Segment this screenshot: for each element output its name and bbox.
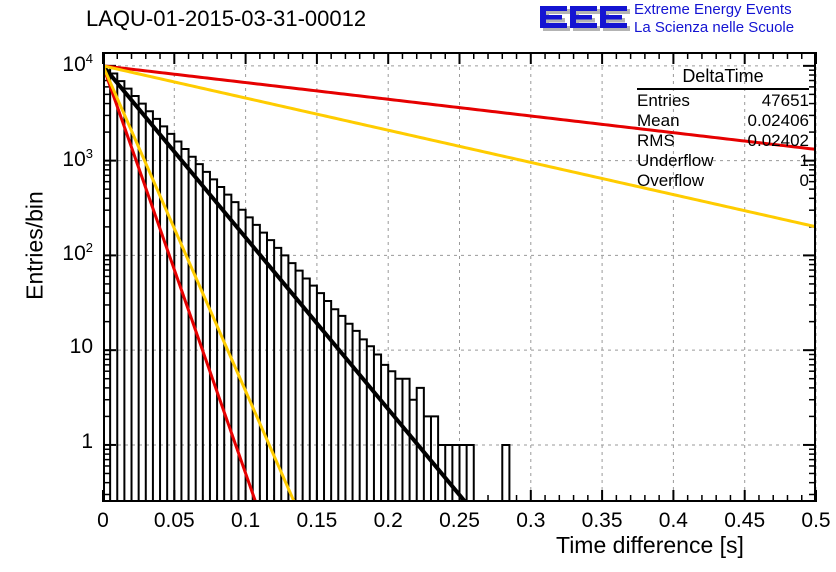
stats-row-value: 1 — [799, 151, 809, 170]
fit-curve-yellow-steep-fit — [104, 64, 296, 501]
y-axis-tick-label: 104 — [62, 50, 93, 76]
fit-curve-red-steep-fit — [104, 64, 257, 501]
stats-row-value: 0 — [799, 171, 809, 190]
x-axis-tick-label: 0 — [97, 509, 109, 532]
x-axis-tick-label: 0.15 — [296, 509, 338, 532]
fit-curve-red-shallow-fit — [104, 64, 815, 151]
x-axis-tick-label: 0.5 — [801, 509, 831, 532]
page-title: LAQU-01-2015-03-31-00012 — [86, 6, 367, 31]
stats-row-label: RMS — [637, 131, 675, 150]
stats-rows: Entries 47651 Mean 0.02406 RMS 0.02402 Underfl… — [637, 91, 809, 191]
y-axis-tick-label: 103 — [62, 145, 93, 171]
stats-row: Mean 0.02406 — [637, 111, 809, 131]
x-axis-tick-label: 0.35 — [581, 509, 623, 532]
y-axis-tick-label: 1 — [81, 429, 93, 453]
stats-row-label: Underflow — [637, 151, 714, 170]
stats-row-label: Overflow — [637, 171, 705, 190]
stats-row: Overflow 0 — [637, 171, 809, 191]
eee-tagline-line1: Extreme Energy Events — [634, 1, 792, 18]
stats-row-label: Entries — [637, 91, 690, 110]
plot-frame — [103, 52, 816, 502]
stats-row-value: 0.02406 — [747, 111, 809, 130]
x-axis-tick-label: 0.4 — [658, 509, 688, 532]
stats-row: Underflow 1 — [637, 151, 809, 171]
stats-box: DeltaTime Entries 47651 Mean 0.02406 RMS 0.02… — [637, 66, 809, 191]
x-axis-tick-label: 0.25 — [439, 509, 480, 532]
x-axis-tick-label: 0.05 — [153, 509, 195, 532]
stats-row-value: 0.02402 — [747, 131, 809, 150]
stats-row: RMS 0.02402 — [637, 131, 809, 151]
eee-tagline-line2: La Scienza nelle Scuole — [634, 19, 795, 36]
eee-logo-text: Extreme Energy Events La Scienza nelle S… — [634, 1, 794, 37]
x-axis-tick-label: 0.3 — [516, 509, 546, 532]
y-axis-tick-label: 10 — [69, 335, 93, 359]
stats-row: Entries 47651 — [637, 91, 809, 111]
stats-title: DeltaTime — [637, 66, 809, 90]
eee-logo-mark — [540, 6, 630, 31]
stats-row-value: 47651 — [761, 91, 809, 110]
fit-curve-main-fit — [104, 64, 468, 501]
y-axis-tick-label: 102 — [62, 240, 93, 266]
eee-logo: Extreme Energy Events La Scienza nelle S… — [538, 1, 834, 39]
x-axis-tick-label: 0.2 — [373, 509, 403, 532]
x-axis-tick-label: 0.1 — [230, 509, 261, 532]
x-axis-title: Time difference [s] — [556, 532, 744, 558]
stats-row-label: Mean — [637, 111, 680, 130]
fit-curve-yellow-shallow-fit — [104, 64, 815, 229]
x-axis-tick-label: 0.45 — [724, 509, 766, 532]
